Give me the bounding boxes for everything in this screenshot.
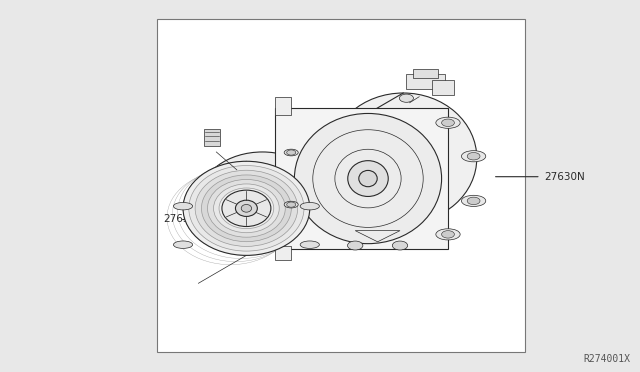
Text: R274001X: R274001X bbox=[584, 354, 630, 364]
Text: 27633: 27633 bbox=[163, 215, 196, 224]
Text: 27630N: 27630N bbox=[544, 172, 585, 182]
Ellipse shape bbox=[284, 201, 298, 208]
Bar bbox=[413, 69, 438, 78]
Ellipse shape bbox=[300, 202, 319, 210]
Ellipse shape bbox=[241, 205, 252, 212]
Ellipse shape bbox=[348, 161, 388, 196]
Ellipse shape bbox=[436, 229, 460, 240]
Bar bbox=[157, 19, 525, 352]
Circle shape bbox=[442, 119, 454, 126]
Ellipse shape bbox=[222, 190, 271, 227]
Ellipse shape bbox=[461, 195, 486, 206]
FancyBboxPatch shape bbox=[275, 246, 291, 260]
Ellipse shape bbox=[436, 117, 460, 128]
Ellipse shape bbox=[195, 170, 298, 246]
Bar bbox=[406, 74, 445, 89]
Ellipse shape bbox=[183, 161, 310, 256]
Ellipse shape bbox=[399, 94, 413, 102]
Ellipse shape bbox=[236, 200, 257, 217]
FancyBboxPatch shape bbox=[275, 97, 291, 115]
Circle shape bbox=[467, 153, 480, 160]
Ellipse shape bbox=[173, 202, 193, 210]
Circle shape bbox=[287, 150, 296, 155]
Bar bbox=[275, 108, 448, 249]
Ellipse shape bbox=[207, 179, 285, 237]
Ellipse shape bbox=[294, 113, 442, 244]
Circle shape bbox=[442, 231, 454, 238]
Ellipse shape bbox=[359, 170, 377, 187]
Circle shape bbox=[287, 202, 296, 207]
Ellipse shape bbox=[284, 149, 298, 156]
Bar bbox=[204, 129, 220, 147]
Ellipse shape bbox=[300, 241, 319, 248]
Ellipse shape bbox=[330, 93, 477, 223]
Ellipse shape bbox=[202, 175, 291, 242]
Circle shape bbox=[467, 197, 480, 205]
Circle shape bbox=[392, 241, 408, 250]
Ellipse shape bbox=[214, 184, 279, 233]
Ellipse shape bbox=[199, 152, 326, 246]
Ellipse shape bbox=[219, 188, 274, 229]
Ellipse shape bbox=[173, 241, 193, 248]
Bar bbox=[432, 80, 454, 95]
Ellipse shape bbox=[461, 151, 486, 162]
Ellipse shape bbox=[189, 166, 304, 251]
Circle shape bbox=[348, 241, 363, 250]
